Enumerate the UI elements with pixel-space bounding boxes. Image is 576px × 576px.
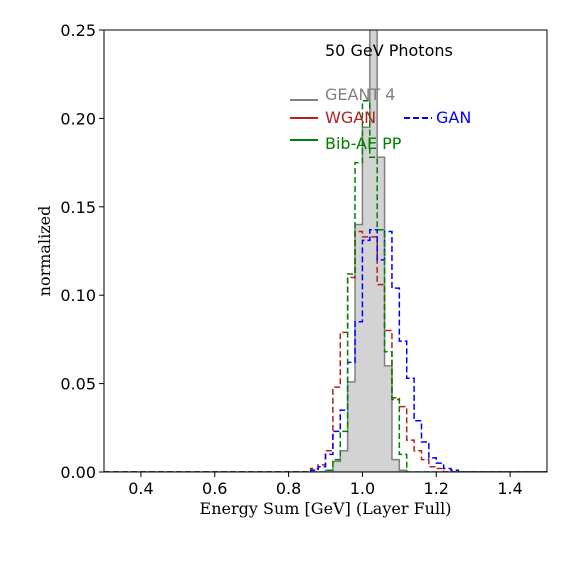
y-tick-label: 0.05	[60, 375, 96, 394]
x-tick-label: 1.4	[497, 479, 522, 498]
x-tick-label: 0.8	[276, 479, 301, 498]
x-tick-label: 0.4	[128, 479, 153, 498]
series-geant4-histogram	[104, 30, 547, 472]
y-axis-ticks: 0.00 0.05 0.10 0.15 0.20 0.25	[60, 21, 104, 482]
x-tick-label: 0.6	[202, 479, 227, 498]
x-tick-label: 1.0	[350, 479, 375, 498]
y-tick-label: 0.25	[60, 21, 96, 40]
legend-label-gan: GAN	[436, 108, 471, 127]
y-tick-label: 0.10	[60, 286, 96, 305]
x-axis-ticks: 0.4 0.6 0.8 1.0 1.2 1.4	[128, 472, 523, 498]
histogram-series-layer	[104, 30, 547, 472]
y-tick-label: 0.15	[60, 198, 96, 217]
axes-frame	[103, 29, 548, 473]
x-axis-title: Energy Sum [GeV] (Layer Full)	[200, 499, 452, 518]
legend-label-bib-ae-pp: Bib-AE PP	[325, 134, 402, 153]
y-axis-title: normalized	[35, 206, 54, 297]
y-tick-label: 0.00	[60, 463, 96, 482]
x-tick-label: 1.2	[424, 479, 449, 498]
y-tick-label: 0.20	[60, 109, 96, 128]
chart-annotation: 50 GeV Photons	[325, 41, 453, 60]
legend-label-wgan: WGAN	[325, 108, 376, 127]
series-bib-ae-pp-histogram	[104, 99, 547, 472]
legend: GEANT 4 WGAN GAN Bib-AE PP	[290, 85, 471, 153]
series-wgan-histogram	[104, 230, 547, 472]
legend-label-geant-4: GEANT 4	[325, 85, 395, 104]
series-gan-histogram	[104, 229, 547, 472]
